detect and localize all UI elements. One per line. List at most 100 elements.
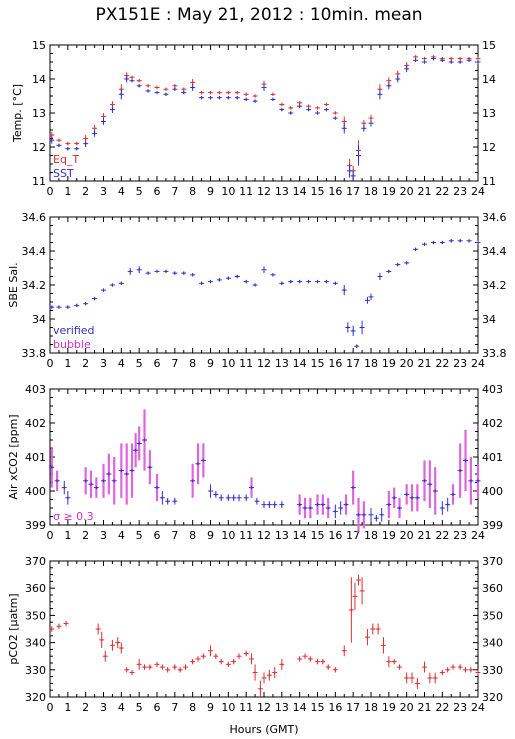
x-tick-label: 8: [189, 529, 196, 542]
data-point: [475, 60, 481, 64]
data-point: [142, 409, 148, 471]
data-point: [102, 650, 108, 662]
data-point: [154, 85, 160, 90]
data-point: [272, 501, 278, 508]
data-point: [466, 58, 472, 62]
data-point: [208, 279, 213, 284]
data-point: [413, 55, 419, 59]
pco2-ylabel: pCO2 [μatm]: [7, 593, 20, 664]
data-point: [243, 650, 249, 657]
data-point: [272, 667, 278, 678]
data-point: [243, 97, 249, 102]
x-tick-label: 22: [435, 357, 449, 370]
x-tick-label: 24: [471, 529, 485, 542]
x-tick-label: 11: [239, 185, 253, 198]
data-point: [422, 460, 427, 502]
data-point: [74, 147, 80, 151]
data-point: [350, 170, 356, 181]
data-point: [165, 497, 171, 505]
data-point: [118, 281, 124, 285]
x-tick-label: 19: [382, 357, 396, 370]
x-tick-label: 12: [257, 357, 271, 370]
y-tick-label-right: 320: [482, 691, 503, 704]
data-point: [124, 443, 130, 505]
data-point: [181, 87, 187, 91]
data-point: [320, 658, 326, 665]
data-point: [270, 92, 276, 96]
x-tick-label: 24: [471, 357, 485, 370]
data-point: [397, 497, 403, 519]
data-point: [370, 623, 376, 635]
data-point: [218, 658, 224, 665]
y-tick-label-left: 320: [25, 691, 46, 704]
x-tick-label: 12: [257, 701, 271, 714]
data-point: [145, 271, 151, 275]
x-tick-label: 7: [171, 185, 178, 198]
x-tick-label: 0: [47, 701, 54, 714]
data-point: [249, 477, 255, 498]
data-point: [302, 497, 308, 519]
data-point: [83, 302, 89, 306]
data-point: [234, 96, 240, 100]
x-tick-label: 4: [118, 529, 125, 542]
data-point: [49, 136, 55, 144]
legend-bubble: bubble: [53, 338, 91, 351]
data-point: [109, 639, 115, 651]
data-point: [359, 577, 365, 605]
data-point: [427, 460, 433, 508]
data-point: [136, 79, 142, 83]
x-tick-label: 14: [293, 701, 307, 714]
data-point: [302, 653, 308, 659]
data-point: [341, 645, 347, 657]
data-point: [261, 266, 267, 274]
data-point: [165, 667, 171, 673]
y-tick-label-right: 399: [482, 519, 503, 532]
data-point: [266, 501, 272, 508]
x-axis-label: Hours (GMT): [229, 723, 298, 736]
chart-title: PX151E : May 21, 2012 : 10min. mean: [95, 5, 422, 25]
legend-eq-t: Eq_T: [53, 153, 79, 166]
data-point: [323, 107, 329, 112]
x-tick-label: 23: [453, 701, 467, 714]
data-point: [315, 279, 320, 284]
data-point: [252, 99, 258, 103]
x-tick-label: 1: [64, 185, 71, 198]
y-tick-label-right: 34: [482, 313, 496, 326]
y-tick-label-right: 14: [482, 73, 496, 86]
x-tick-label: 4: [118, 185, 125, 198]
data-point: [448, 239, 454, 243]
y-tick-label-right: 34.4: [482, 245, 507, 258]
x-tick-label: 18: [364, 357, 378, 370]
y-tick-label-right: 401: [482, 451, 503, 464]
x-tick-label: 6: [154, 185, 161, 198]
x-tick-label: 16: [328, 701, 342, 714]
x-tick-label: 1: [64, 529, 71, 542]
y-tick-label-left: 34.6: [22, 211, 47, 224]
data-point: [190, 463, 196, 498]
pco2-panel: pCO2 [μatm] Hours (GMT) 0 1 2 3 4 5 6 7 8 9 10 11 12…: [7, 555, 503, 736]
data-point: [145, 89, 151, 93]
data-point: [445, 667, 451, 673]
data-point: [124, 75, 130, 83]
x-tick-label: 3: [100, 357, 107, 370]
data-point: [288, 106, 294, 110]
x-tick-label: 9: [207, 529, 214, 542]
data-point: [65, 305, 71, 309]
data-point: [439, 58, 445, 62]
plot-frame: [49, 44, 479, 182]
y-tick-label-left: 399: [25, 519, 46, 532]
data-point: [350, 470, 356, 505]
air-xco2-ylabel: Air xCO2 [ppm]: [7, 414, 20, 499]
data-point: [200, 443, 206, 478]
data-point: [56, 138, 62, 142]
data-point: [377, 273, 383, 280]
data-point: [297, 494, 303, 515]
data-point: [364, 296, 370, 304]
data-point: [297, 101, 303, 105]
data-point: [190, 273, 196, 277]
data-point: [49, 626, 55, 632]
data-point: [147, 664, 153, 670]
data-point: [386, 656, 392, 668]
y-tick-label-right: 34.6: [482, 211, 507, 224]
data-point: [386, 269, 392, 274]
